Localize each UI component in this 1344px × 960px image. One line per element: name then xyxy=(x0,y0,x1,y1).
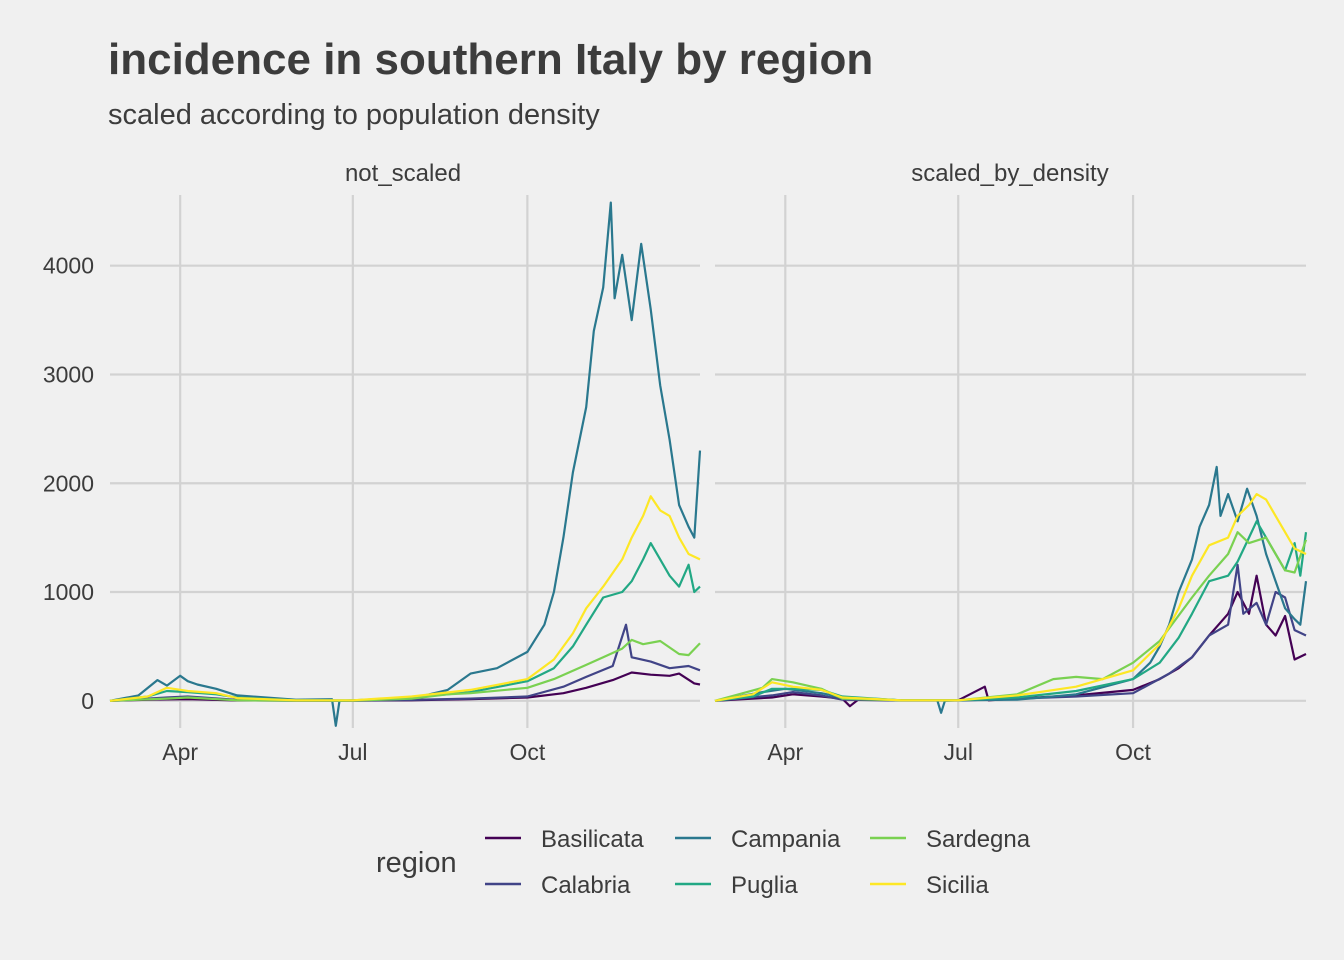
y-tick-label: 0 xyxy=(81,688,94,714)
legend: region Basilicata Calabria Campania Puglia S… xyxy=(376,826,1031,899)
x-tick-label: Jul xyxy=(338,739,367,765)
y-axis: 0 1000 2000 3000 4000 xyxy=(43,253,94,714)
legend-title: region xyxy=(376,847,457,879)
y-tick-label: 2000 xyxy=(43,470,94,496)
series-line-puglia xyxy=(109,542,701,702)
x-tick-label: Jul xyxy=(944,739,973,765)
x-tick-label: Oct xyxy=(509,739,545,765)
chart-title: incidence in southern Italy by region xyxy=(108,35,873,84)
facet-panel-not_scaled: not_scaled Apr Jul Oct xyxy=(109,160,702,765)
y-tick-label: 1000 xyxy=(43,579,94,605)
x-tick-label: Oct xyxy=(1115,739,1151,765)
facet-panels: not_scaled Apr Jul Oct scaled_by_density Apr J… xyxy=(109,160,1308,765)
x-tick-label: Apr xyxy=(767,739,803,765)
legend-item-sicilia: Sicilia xyxy=(870,872,989,899)
facet-panel-scaled_by_density: scaled_by_density Apr Jul Oct xyxy=(714,160,1308,765)
series-line-sicilia xyxy=(714,493,1307,702)
x-tick-label: Apr xyxy=(162,739,198,765)
series-line-campania xyxy=(109,201,702,727)
y-tick-label: 3000 xyxy=(43,361,94,387)
legend-label: Campania xyxy=(731,826,841,853)
y-tick-label: 4000 xyxy=(43,253,94,279)
legend-item-sardegna: Sardegna xyxy=(870,826,1031,853)
legend-item-calabria: Calabria xyxy=(485,872,631,899)
series-line-campania xyxy=(714,465,1308,714)
series-line-basilicata xyxy=(714,574,1307,708)
legend-label: Basilicata xyxy=(541,826,644,853)
series-line-sardegna xyxy=(714,531,1308,702)
legend-item-puglia: Puglia xyxy=(675,872,798,899)
facet-strip-label: not_scaled xyxy=(345,160,461,187)
series-line-sardegna xyxy=(109,638,701,702)
legend-label: Sardegna xyxy=(926,826,1031,853)
legend-label: Puglia xyxy=(731,872,798,899)
series-line-calabria xyxy=(714,563,1307,702)
legend-label: Sicilia xyxy=(926,872,989,899)
legend-item-basilicata: Basilicata xyxy=(485,826,644,853)
series-line-calabria xyxy=(109,623,701,702)
facet-strip-label: scaled_by_density xyxy=(911,160,1108,187)
chart-subtitle: scaled according to population density xyxy=(108,99,600,131)
series-line-sicilia xyxy=(109,495,701,702)
series-line-puglia xyxy=(714,520,1308,702)
legend-item-campania: Campania xyxy=(675,826,841,853)
legend-label: Calabria xyxy=(541,872,631,899)
